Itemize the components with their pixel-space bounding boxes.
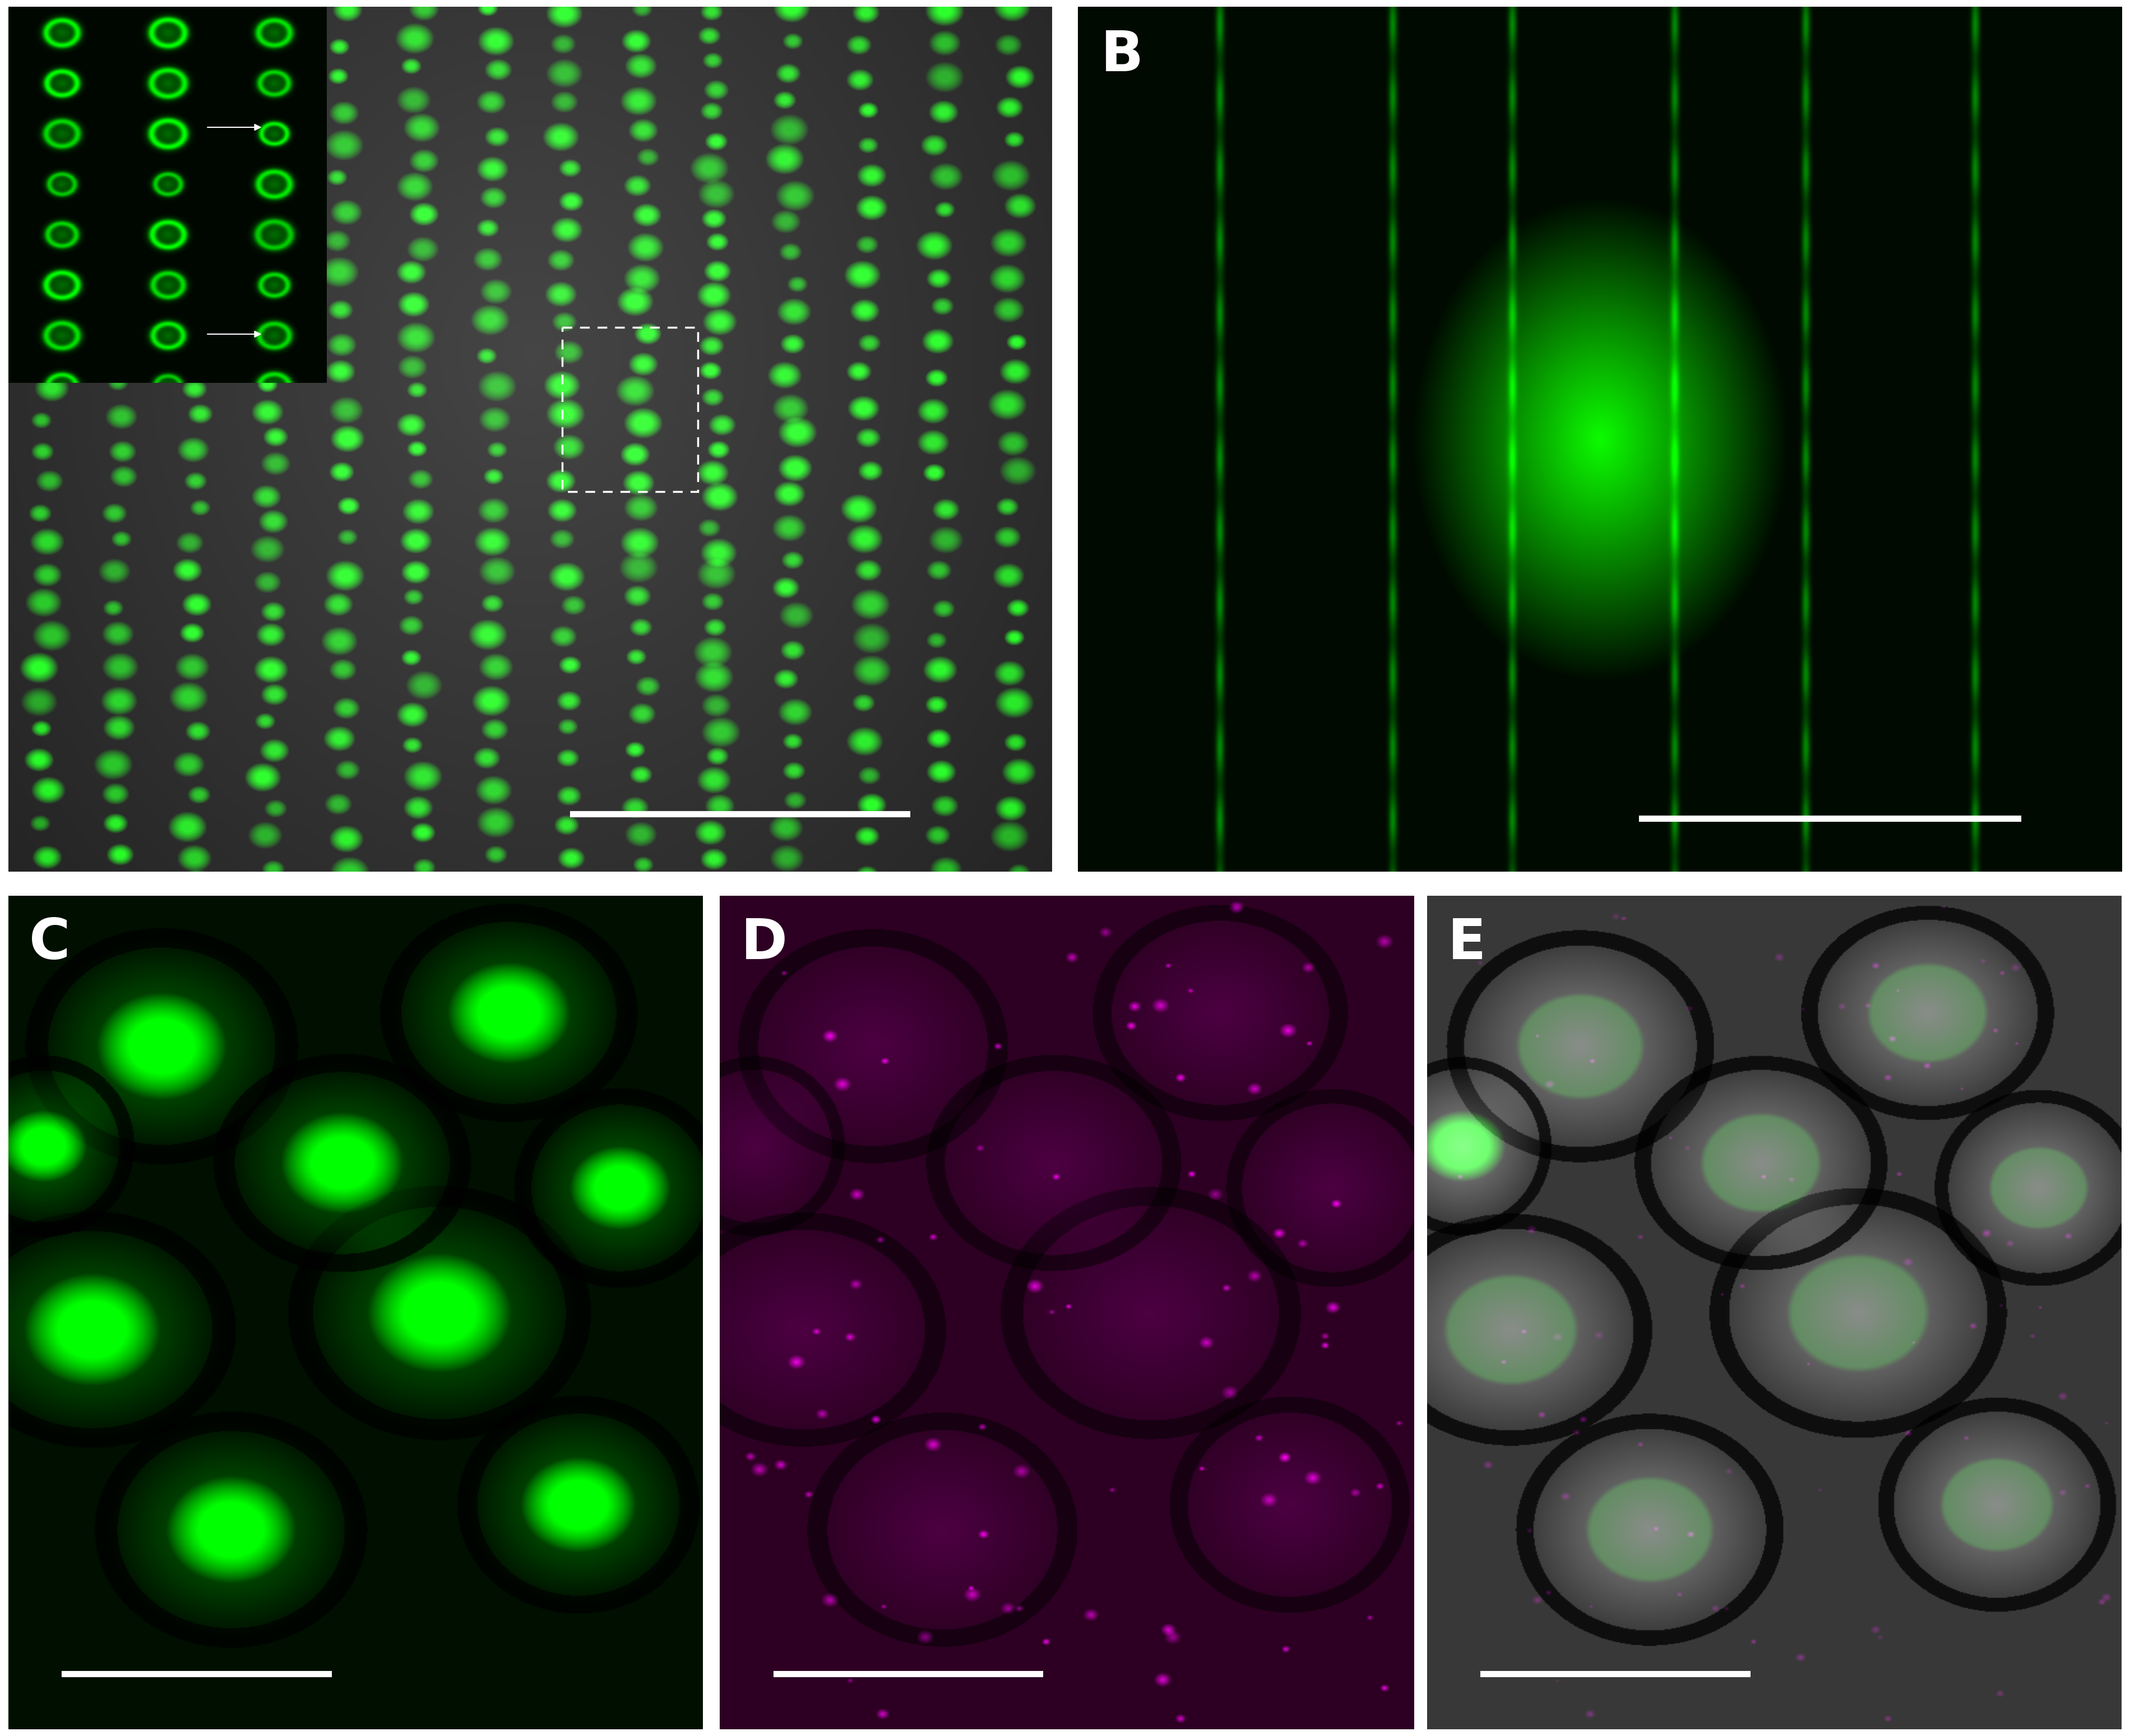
Text: D: D <box>741 917 788 970</box>
Text: E: E <box>1448 917 1487 970</box>
Bar <box>562 328 699 491</box>
Text: B: B <box>1101 28 1144 83</box>
Text: A: A <box>32 28 75 83</box>
Text: C: C <box>30 917 70 970</box>
